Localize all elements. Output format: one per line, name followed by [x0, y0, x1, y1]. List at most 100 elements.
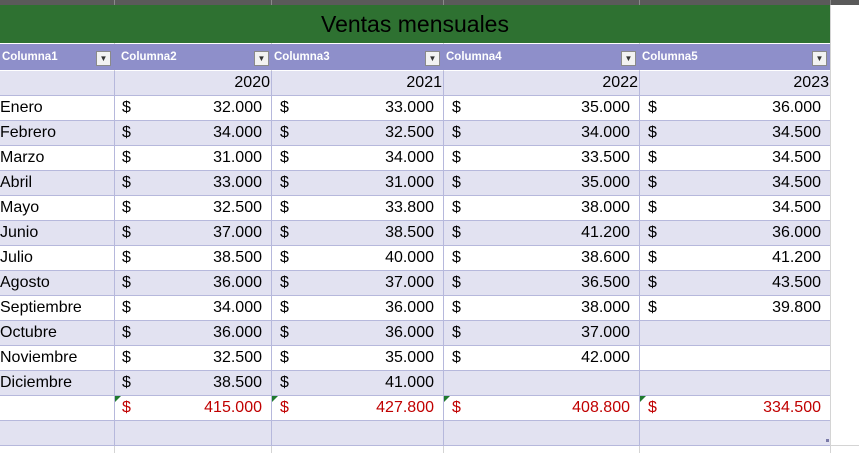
- currency-symbol[interactable]: $: [280, 399, 289, 416]
- currency-symbol[interactable]: $: [648, 274, 657, 291]
- total-value-cell[interactable]: 427.800: [376, 399, 434, 416]
- currency-symbol[interactable]: $: [280, 324, 289, 341]
- sales-value-cell[interactable]: 36.000: [213, 274, 262, 291]
- sheet-title-cell[interactable]: Ventas mensuales: [0, 5, 830, 43]
- filter-dropdown-icon[interactable]: ▼: [812, 51, 827, 66]
- month-cell[interactable]: Agosto: [0, 274, 50, 291]
- sales-value-cell[interactable]: 36.000: [385, 299, 434, 316]
- sales-value-cell[interactable]: 38.600: [581, 249, 630, 266]
- currency-symbol[interactable]: $: [122, 124, 131, 141]
- currency-symbol[interactable]: $: [452, 224, 461, 241]
- sales-value-cell[interactable]: 33.000: [213, 174, 262, 191]
- table-resize-handle[interactable]: [826, 439, 829, 442]
- filter-dropdown-icon[interactable]: ▼: [96, 51, 111, 66]
- sales-value-cell[interactable]: 38.500: [213, 374, 262, 391]
- sales-value-cell[interactable]: 38.000: [581, 199, 630, 216]
- sales-value-cell[interactable]: 36.000: [213, 324, 262, 341]
- column-header[interactable]: Columna4 ▼: [444, 44, 639, 70]
- sales-value-cell[interactable]: 32.500: [213, 349, 262, 366]
- filter-dropdown-icon[interactable]: ▼: [621, 51, 636, 66]
- currency-symbol[interactable]: $: [452, 324, 461, 341]
- currency-symbol[interactable]: $: [452, 174, 461, 191]
- month-cell[interactable]: Junio: [0, 224, 39, 241]
- month-cell[interactable]: Abril: [0, 174, 33, 191]
- sales-value-cell[interactable]: 31.000: [213, 149, 262, 166]
- year-cell[interactable]: 2020: [234, 74, 270, 91]
- month-cell[interactable]: Septiembre: [0, 299, 82, 316]
- currency-symbol[interactable]: $: [648, 224, 657, 241]
- formula-error-indicator-icon[interactable]: [640, 396, 646, 402]
- sales-value-cell[interactable]: 34.000: [581, 124, 630, 141]
- year-cell[interactable]: 2023: [793, 74, 829, 91]
- sales-value-cell[interactable]: 37.000: [581, 324, 630, 341]
- column-header[interactable]: Columna1 ▼: [0, 44, 114, 70]
- currency-symbol[interactable]: $: [122, 274, 131, 291]
- sales-value-cell[interactable]: 36.000: [772, 224, 821, 241]
- sales-value-cell[interactable]: 34.000: [213, 124, 262, 141]
- sales-value-cell[interactable]: 42.000: [581, 349, 630, 366]
- currency-symbol[interactable]: $: [122, 299, 131, 316]
- currency-symbol[interactable]: $: [648, 124, 657, 141]
- column-header[interactable]: Columna2 ▼: [119, 44, 271, 70]
- currency-symbol[interactable]: $: [648, 149, 657, 166]
- currency-symbol[interactable]: $: [122, 99, 131, 116]
- sales-value-cell[interactable]: 36.500: [581, 274, 630, 291]
- currency-symbol[interactable]: $: [280, 299, 289, 316]
- sales-value-cell[interactable]: 33.000: [385, 99, 434, 116]
- currency-symbol[interactable]: $: [648, 399, 657, 416]
- currency-symbol[interactable]: $: [280, 249, 289, 266]
- currency-symbol[interactable]: $: [648, 299, 657, 316]
- currency-symbol[interactable]: $: [122, 249, 131, 266]
- currency-symbol[interactable]: $: [452, 249, 461, 266]
- sales-value-cell[interactable]: 41.200: [581, 224, 630, 241]
- sales-value-cell[interactable]: 34.500: [772, 124, 821, 141]
- currency-symbol[interactable]: $: [122, 149, 131, 166]
- currency-symbol[interactable]: $: [452, 349, 461, 366]
- month-cell[interactable]: Enero: [0, 99, 43, 116]
- currency-symbol[interactable]: $: [280, 274, 289, 291]
- column-header[interactable]: Columna3 ▼: [272, 44, 443, 70]
- month-cell[interactable]: Diciembre: [0, 374, 73, 391]
- currency-symbol[interactable]: $: [122, 349, 131, 366]
- year-cell[interactable]: 2022: [602, 74, 638, 91]
- filter-dropdown-icon[interactable]: ▼: [254, 51, 269, 66]
- month-cell[interactable]: Febrero: [0, 124, 57, 141]
- currency-symbol[interactable]: $: [648, 249, 657, 266]
- sales-value-cell[interactable]: 35.000: [385, 349, 434, 366]
- currency-symbol[interactable]: $: [280, 349, 289, 366]
- currency-symbol[interactable]: $: [648, 199, 657, 216]
- sales-value-cell[interactable]: 41.000: [385, 374, 434, 391]
- sales-value-cell[interactable]: 36.000: [385, 324, 434, 341]
- month-cell[interactable]: Marzo: [0, 149, 45, 166]
- currency-symbol[interactable]: $: [122, 374, 131, 391]
- sales-value-cell[interactable]: 35.000: [581, 99, 630, 116]
- currency-symbol[interactable]: $: [452, 299, 461, 316]
- sales-value-cell[interactable]: 32.000: [213, 99, 262, 116]
- sales-value-cell[interactable]: 34.500: [772, 199, 821, 216]
- sales-value-cell[interactable]: 38.500: [213, 249, 262, 266]
- sales-value-cell[interactable]: 34.000: [385, 149, 434, 166]
- currency-symbol[interactable]: $: [452, 149, 461, 166]
- sales-value-cell[interactable]: 39.800: [772, 299, 821, 316]
- sales-value-cell[interactable]: 35.000: [581, 174, 630, 191]
- total-value-cell[interactable]: 334.500: [763, 399, 821, 416]
- sales-value-cell[interactable]: 33.500: [581, 149, 630, 166]
- sales-value-cell[interactable]: 31.000: [385, 174, 434, 191]
- sales-value-cell[interactable]: 37.000: [213, 224, 262, 241]
- month-cell[interactable]: Julio: [0, 249, 33, 266]
- currency-symbol[interactable]: $: [280, 174, 289, 191]
- currency-symbol[interactable]: $: [122, 199, 131, 216]
- sales-value-cell[interactable]: 40.000: [385, 249, 434, 266]
- sales-value-cell[interactable]: 32.500: [385, 124, 434, 141]
- sales-value-cell[interactable]: 38.500: [385, 224, 434, 241]
- month-cell[interactable]: Mayo: [0, 199, 40, 216]
- formula-error-indicator-icon[interactable]: [272, 396, 278, 402]
- currency-symbol[interactable]: $: [452, 199, 461, 216]
- sales-value-cell[interactable]: 34.500: [772, 149, 821, 166]
- currency-symbol[interactable]: $: [280, 149, 289, 166]
- formula-error-indicator-icon[interactable]: [444, 396, 450, 402]
- currency-symbol[interactable]: $: [122, 224, 131, 241]
- total-value-cell[interactable]: 408.800: [572, 399, 630, 416]
- sales-value-cell[interactable]: 43.500: [772, 274, 821, 291]
- currency-symbol[interactable]: $: [280, 99, 289, 116]
